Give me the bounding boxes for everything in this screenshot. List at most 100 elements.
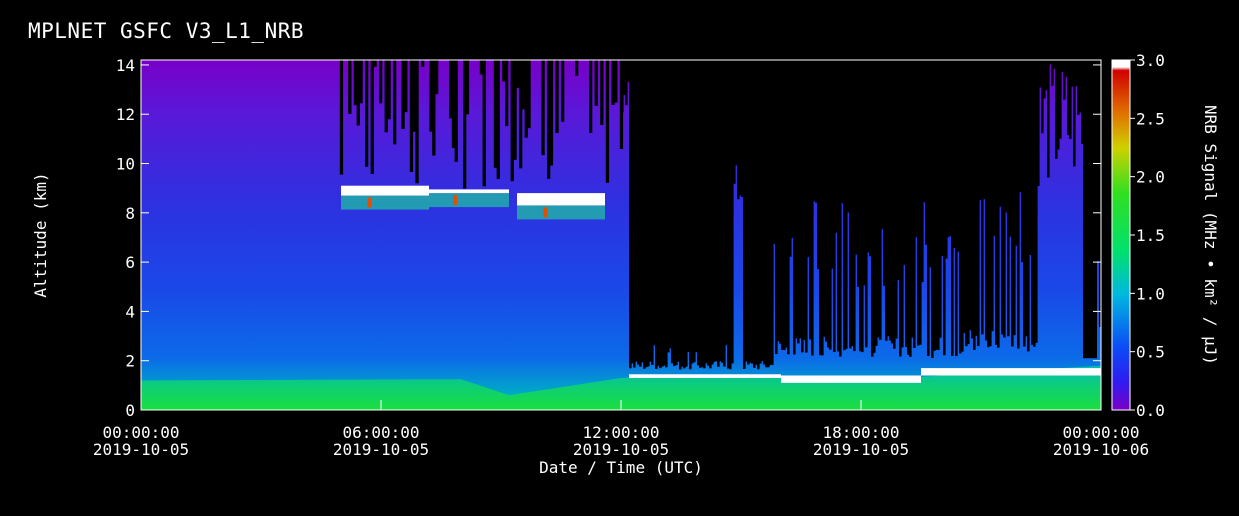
no-signal-column [721, 60, 724, 363]
no-signal-column [847, 60, 850, 213]
no-signal-column [1065, 60, 1068, 77]
no-signal-column [851, 60, 854, 347]
no-signal-column [454, 60, 458, 162]
no-signal-column [993, 60, 996, 236]
no-signal-column [645, 60, 648, 368]
no-signal-column [815, 60, 818, 203]
colorbar-tick-label: 1.0 [1136, 284, 1165, 303]
no-signal-column [901, 60, 904, 348]
no-signal-column [951, 60, 954, 356]
no-signal-column [555, 60, 559, 134]
x-tick-label-time: 00:00:00 [102, 423, 179, 442]
no-signal-column [1079, 60, 1082, 113]
no-signal-column [757, 60, 760, 370]
no-signal-column [927, 60, 930, 357]
no-signal-column [409, 60, 414, 172]
no-signal-column [679, 60, 682, 370]
no-signal-column [703, 60, 706, 369]
no-signal-column [963, 60, 966, 333]
no-signal-column [709, 60, 712, 369]
cloud-core [367, 197, 372, 208]
no-signal-column [639, 60, 642, 367]
no-signal-column [1057, 60, 1060, 150]
no-signal-column [769, 60, 772, 366]
cloud-layer [341, 185, 429, 196]
no-signal-column [657, 60, 660, 366]
no-signal-column [837, 60, 840, 352]
no-signal-column [873, 60, 876, 353]
no-signal-column [881, 60, 884, 230]
no-signal-column [463, 60, 467, 189]
no-signal-column [961, 60, 964, 352]
no-signal-column [857, 60, 860, 287]
no-signal-column [647, 60, 650, 367]
no-signal-column [435, 60, 439, 95]
no-signal-column [987, 60, 990, 348]
no-signal-column [949, 60, 952, 237]
no-signal-column [967, 60, 970, 345]
no-signal-column [1021, 60, 1024, 263]
no-signal-column [935, 60, 938, 350]
x-axis-label: Date / Time (UTC) [539, 458, 703, 477]
no-signal-column [859, 60, 862, 352]
x-tick-label-time: 18:00:00 [822, 423, 899, 442]
no-signal-column [359, 60, 363, 104]
no-signal-column [594, 60, 598, 106]
no-signal-column [821, 60, 824, 356]
cloud-layer [781, 375, 921, 383]
no-signal-column [771, 60, 774, 365]
no-signal-column [629, 60, 632, 369]
x-tick-label-date: 2019-10-05 [93, 440, 189, 459]
no-signal-column [339, 60, 344, 175]
x-tick-label-date: 2019-10-05 [333, 440, 429, 459]
no-signal-column [995, 60, 998, 345]
y-tick-label: 4 [125, 302, 135, 321]
no-signal-column [482, 60, 486, 187]
no-signal-column [496, 60, 500, 179]
x-tick-label-date: 2019-10-06 [1053, 440, 1149, 459]
no-signal-column [801, 60, 804, 353]
no-signal-column [637, 60, 640, 365]
cloud-core [453, 195, 457, 206]
no-signal-column [745, 60, 748, 362]
no-signal-column [659, 60, 662, 369]
no-signal-column [1035, 60, 1038, 343]
no-signal-column [713, 60, 716, 362]
no-signal-column [781, 60, 784, 351]
no-signal-column [1055, 60, 1058, 159]
no-signal-column [877, 60, 880, 338]
no-signal-column [743, 60, 746, 369]
no-signal-column [605, 60, 610, 183]
no-signal-column [737, 60, 740, 200]
no-signal-column [833, 60, 836, 352]
no-signal-column [432, 60, 436, 156]
colorbar: 0.0 0.5 1.0 1.5 2.0 2.5 3.0 NRB Signal (MHz • k… [1111, 51, 1220, 420]
no-signal-column [933, 60, 936, 351]
no-signal-column [516, 60, 520, 89]
no-signal-column [589, 60, 593, 133]
no-signal-column [841, 60, 844, 204]
no-signal-column [421, 60, 425, 67]
no-signal-column [687, 60, 690, 352]
no-signal-column [853, 60, 856, 352]
no-signal-column [939, 60, 942, 338]
no-signal-column [697, 60, 700, 366]
no-signal-column [789, 60, 792, 257]
no-signal-column [835, 60, 838, 233]
no-signal-column [931, 60, 934, 359]
no-signal-column [1039, 60, 1042, 88]
no-signal-column [969, 60, 972, 331]
no-signal-column [651, 60, 654, 365]
no-signal-column [755, 60, 758, 365]
no-signal-column [827, 60, 830, 348]
no-signal-column [681, 60, 684, 367]
no-signal-column [977, 60, 980, 346]
no-signal-column [929, 60, 932, 268]
no-signal-column [971, 60, 974, 339]
no-signal-column [871, 60, 874, 357]
colorbar-tick-label: 0.0 [1136, 401, 1165, 420]
no-signal-column [997, 60, 1000, 348]
no-signal-column [1053, 60, 1056, 69]
y-tick-label: 14 [116, 56, 135, 75]
chart-title: MPLNET GSFC V3_L1_NRB [28, 19, 305, 43]
